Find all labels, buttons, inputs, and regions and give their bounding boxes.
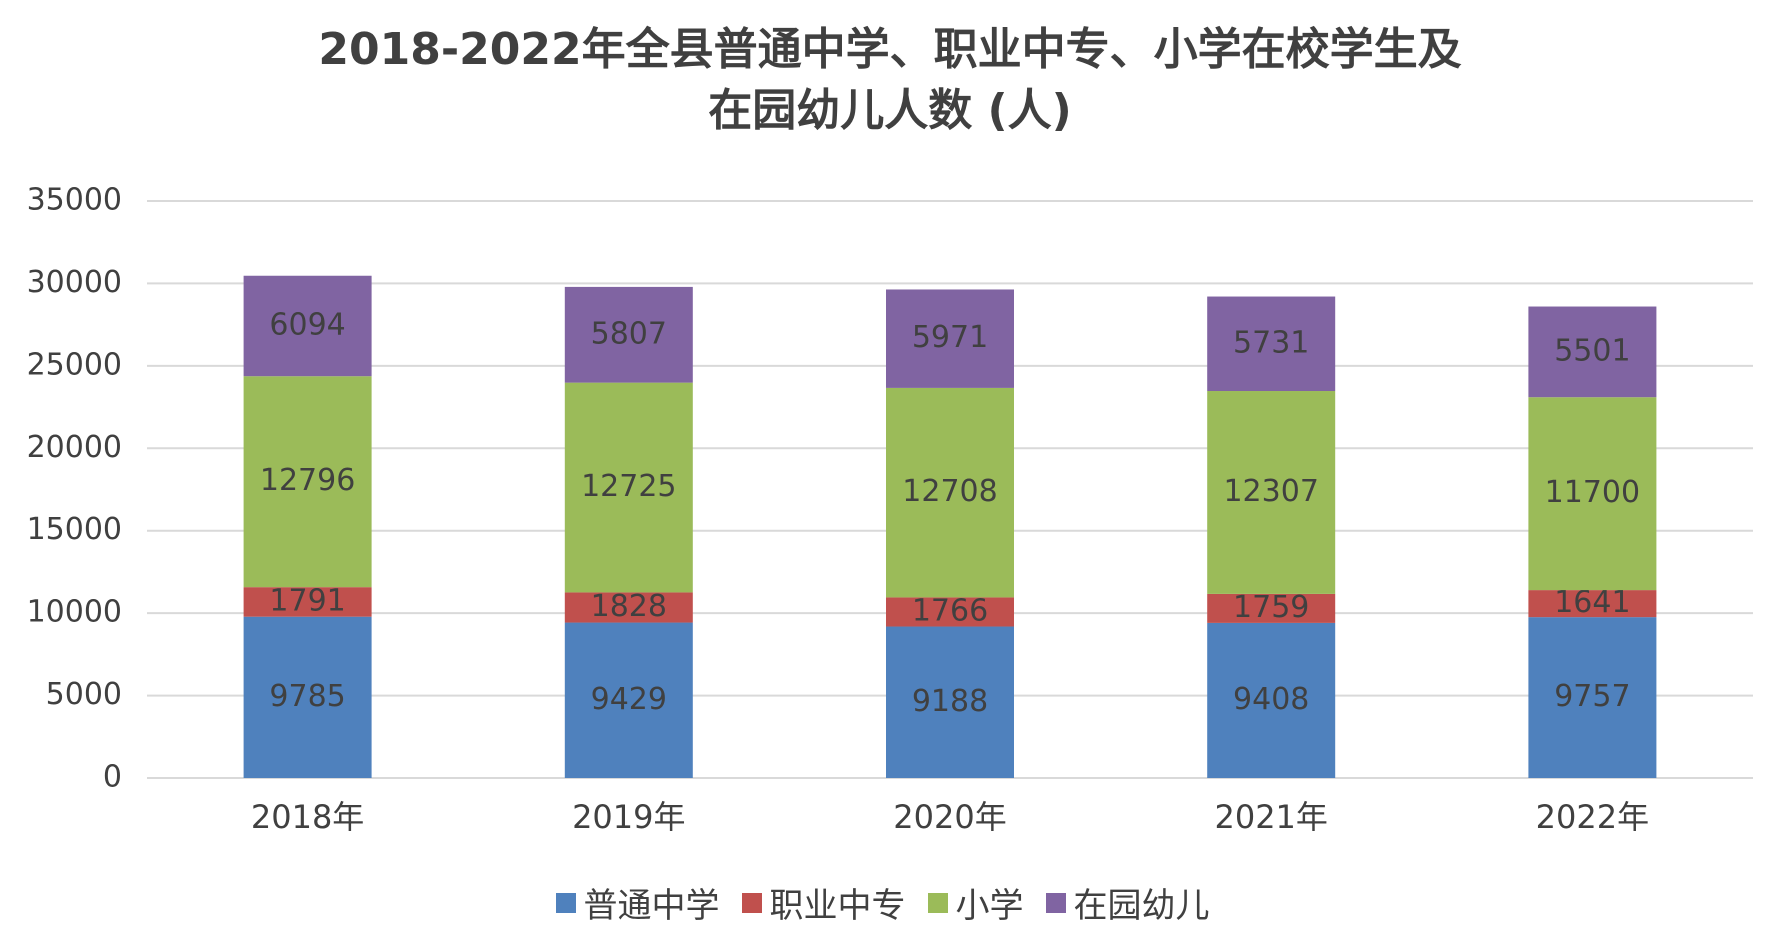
bar-segment bbox=[243, 275, 372, 377]
data-label: 1791 bbox=[269, 583, 345, 618]
legend-item: 普通中学 bbox=[555, 878, 720, 927]
bar-segment bbox=[243, 616, 372, 778]
x-tick-label: 2020年 bbox=[893, 798, 1006, 836]
data-label: 9785 bbox=[269, 679, 345, 714]
legend-label: 普通中学 bbox=[583, 886, 720, 926]
bar-segment bbox=[1528, 590, 1657, 618]
bar-segment bbox=[886, 626, 1014, 778]
data-label: 9188 bbox=[912, 684, 988, 719]
data-label: 5807 bbox=[591, 316, 667, 351]
legend-swatch bbox=[555, 892, 576, 913]
y-tick-label: 10000 bbox=[27, 595, 122, 630]
data-label: 12307 bbox=[1223, 474, 1318, 509]
y-tick-label: 15000 bbox=[27, 512, 122, 547]
x-tick-label: 2019年 bbox=[572, 798, 685, 836]
bar-segment bbox=[1528, 306, 1657, 398]
bar-segment bbox=[564, 382, 693, 593]
data-label: 5731 bbox=[1233, 325, 1309, 360]
legend-label: 小学 bbox=[955, 886, 1024, 926]
bar-segment bbox=[1528, 397, 1657, 591]
data-label: 9429 bbox=[591, 682, 667, 717]
y-tick-label: 25000 bbox=[27, 347, 122, 382]
data-label: 1828 bbox=[591, 589, 667, 624]
chart-title: 在园幼儿人数 (人) bbox=[708, 85, 1072, 136]
data-label: 9408 bbox=[1233, 682, 1309, 717]
y-tick-label: 30000 bbox=[27, 265, 122, 300]
bar-segment bbox=[564, 592, 693, 623]
bar-segment bbox=[564, 286, 693, 383]
bar-segment bbox=[564, 622, 693, 778]
legend-swatch bbox=[741, 892, 762, 913]
bar-segment bbox=[1207, 391, 1336, 594]
data-label: 1759 bbox=[1233, 590, 1309, 625]
bar-segment bbox=[1207, 296, 1336, 392]
data-label: 5501 bbox=[1554, 333, 1630, 368]
legend-swatch bbox=[1045, 892, 1066, 913]
bar-segment bbox=[243, 587, 372, 617]
data-label: 1641 bbox=[1554, 585, 1630, 620]
data-label: 5971 bbox=[912, 320, 988, 355]
bar-segment bbox=[1207, 593, 1336, 623]
data-label: 12725 bbox=[581, 469, 676, 504]
legend-item: 职业中专 bbox=[741, 878, 906, 927]
legend-label: 职业中专 bbox=[769, 886, 906, 926]
legend-swatch bbox=[927, 892, 948, 913]
y-tick-label: 20000 bbox=[27, 430, 122, 465]
y-tick-label: 5000 bbox=[46, 677, 122, 712]
bar-segment bbox=[1207, 622, 1336, 778]
x-tick-label: 2022年 bbox=[1536, 798, 1649, 836]
data-label: 6094 bbox=[269, 307, 345, 342]
legend-label: 在园幼儿 bbox=[1073, 886, 1210, 926]
bar-segment bbox=[886, 597, 1014, 627]
data-label: 11700 bbox=[1545, 475, 1640, 510]
bar-segment bbox=[243, 376, 372, 588]
bar-segment bbox=[886, 387, 1014, 598]
y-tick-label: 35000 bbox=[27, 183, 122, 218]
bar-segment bbox=[1528, 617, 1657, 778]
data-label: 12796 bbox=[260, 463, 355, 498]
legend-item: 在园幼儿 bbox=[1045, 878, 1210, 927]
legend: 普通中学 职业中专 小学 在园幼儿 bbox=[0, 878, 1765, 927]
data-label: 9757 bbox=[1554, 679, 1630, 714]
legend-item: 小学 bbox=[927, 878, 1024, 927]
y-tick-label: 0 bbox=[103, 760, 122, 795]
chart-title: 2018-2022年全县普通中学、职业中专、小学在校学生及 bbox=[318, 24, 1461, 75]
data-label: 1766 bbox=[912, 593, 988, 628]
x-tick-label: 2018年 bbox=[251, 798, 364, 836]
x-tick-label: 2021年 bbox=[1214, 798, 1327, 836]
bar-segment bbox=[886, 289, 1014, 388]
data-label: 12708 bbox=[902, 474, 997, 509]
